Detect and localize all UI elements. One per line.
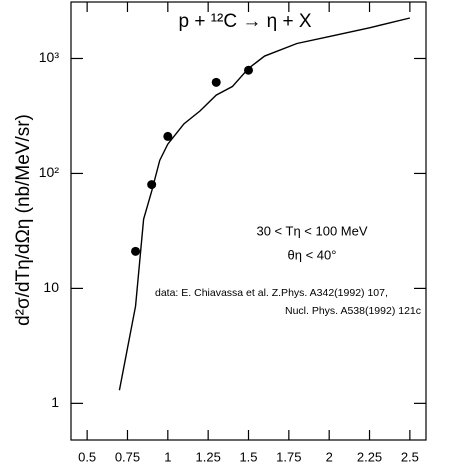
y-tick-label: 1 (51, 394, 59, 410)
annotation: θη < 40° (288, 247, 337, 262)
chart-title: p + ¹²C → η + X (178, 11, 311, 32)
data-point (163, 131, 173, 141)
y-tick-label: 10³ (39, 49, 60, 65)
x-tick-label: 1.25 (196, 449, 221, 464)
x-tick-label: 0.75 (115, 449, 140, 464)
x-tick-label: 1.75 (276, 449, 301, 464)
annotation: data: E. Chiavassa et al. Z.Phys. A342(1… (155, 287, 388, 299)
data-point (147, 180, 157, 190)
x-tick-label: 2.5 (401, 449, 419, 464)
y-tick-label: 10 (43, 279, 59, 295)
x-tick-label: 1 (164, 449, 171, 464)
data-point (131, 246, 141, 256)
data-point (244, 65, 253, 75)
y-tick-label: 10² (39, 164, 60, 180)
x-tick-label: 1.5 (239, 449, 257, 464)
annotation: Nucl. Phys. A538(1992) 121c (285, 305, 421, 317)
x-tick-label: 2 (326, 449, 333, 464)
curve (118, 17, 411, 391)
data-point (211, 77, 221, 87)
x-tick-label: 0.5 (78, 449, 96, 464)
annotation: 30 < Tη < 100 MeV (256, 223, 367, 238)
y-axis-label: d²σ/dTη/dΩη (nb/MeV/sr) (13, 114, 34, 326)
x-tick-label: 2.25 (357, 449, 382, 464)
